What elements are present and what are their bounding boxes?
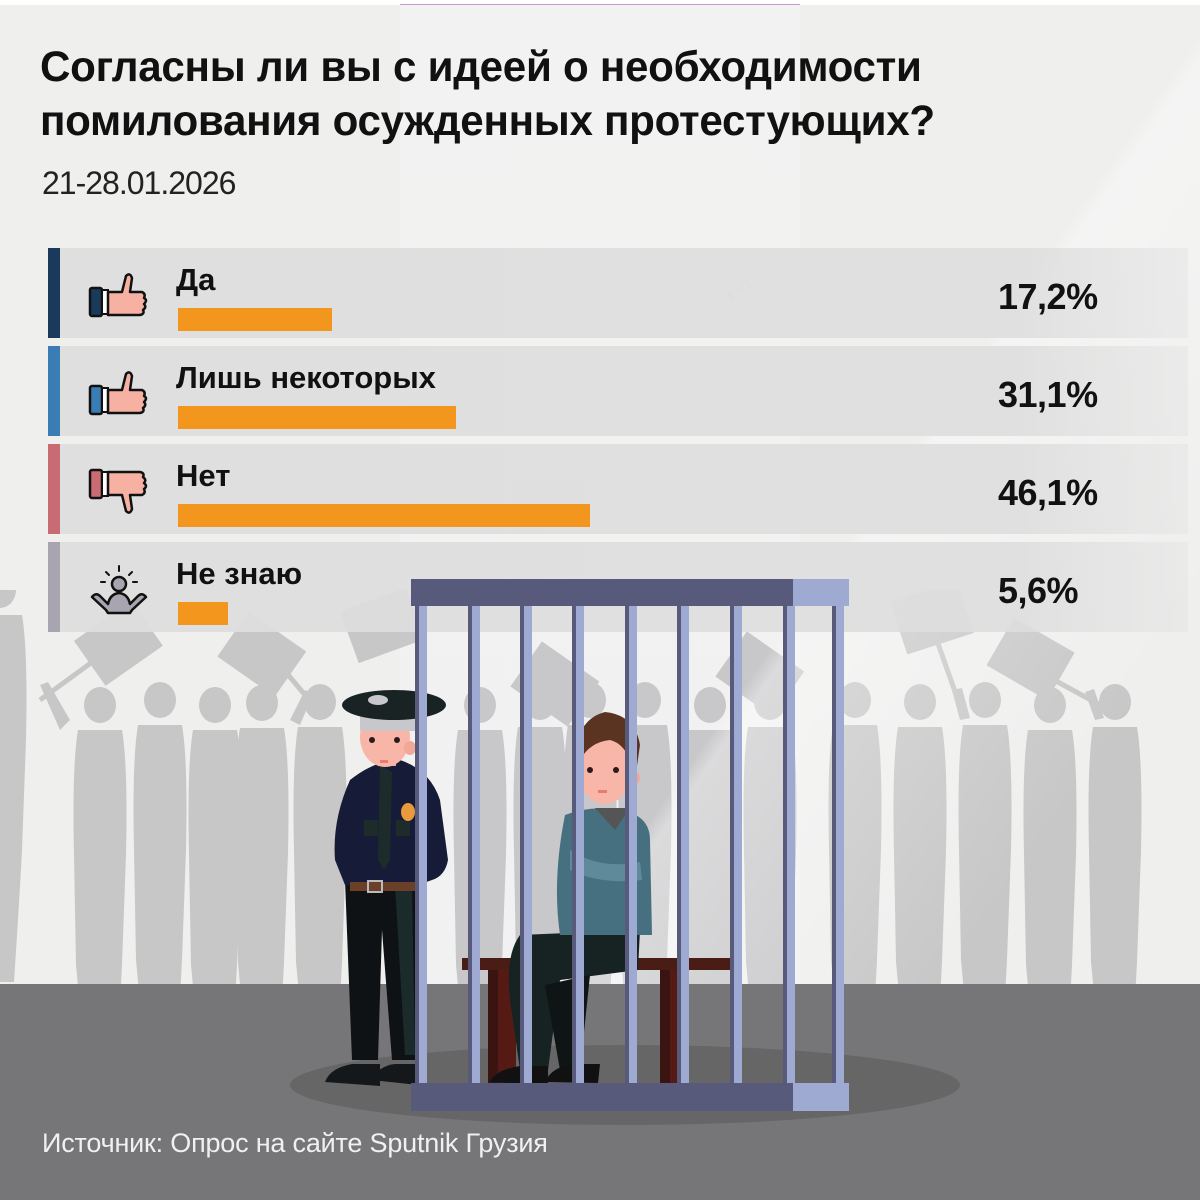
thumbs-up-icon	[88, 273, 148, 318]
cage-bars	[415, 606, 844, 1084]
row-accent	[48, 346, 60, 436]
result-bar	[178, 308, 332, 331]
row-label: Лишь некоторых	[176, 360, 436, 395]
police-officer-icon	[325, 690, 448, 1086]
top-strip	[0, 0, 1200, 5]
row-percentage: 46,1%	[998, 472, 1098, 513]
survey-date: 21-28.01.2026	[42, 165, 236, 201]
row-label: Нет	[176, 458, 231, 493]
row-accent	[48, 542, 60, 632]
thumbs-up-icon	[88, 371, 148, 416]
row-accent	[48, 248, 60, 338]
row-accent	[48, 444, 60, 534]
source-note: Источник: Опрос на сайте Sputnik Грузия	[42, 1128, 548, 1158]
row-percentage: 31,1%	[998, 374, 1098, 415]
row-label: Да	[176, 262, 216, 297]
results-list: Да 17,2% Лишь некоторых 31,1% Нет 46,1%	[48, 248, 1188, 640]
result-bar	[178, 602, 229, 625]
top-accent-line	[400, 4, 800, 5]
row-percentage: 17,2%	[998, 276, 1098, 317]
thumbs-down-icon	[88, 468, 148, 514]
page-title: Согласны ли вы с идеей о необходимости п…	[40, 43, 935, 145]
jail-cage-icon	[411, 579, 849, 1111]
result-bar	[178, 406, 457, 429]
result-row-no: Нет 46,1%	[48, 444, 1188, 534]
shrug-icon	[90, 565, 148, 615]
result-row-some: Лишь некоторых 31,1%	[48, 346, 1188, 436]
result-bar	[178, 504, 591, 527]
row-percentage: 5,6%	[998, 570, 1079, 611]
row-label: Не знаю	[176, 556, 303, 591]
result-row-yes: Да 17,2%	[48, 248, 1188, 338]
